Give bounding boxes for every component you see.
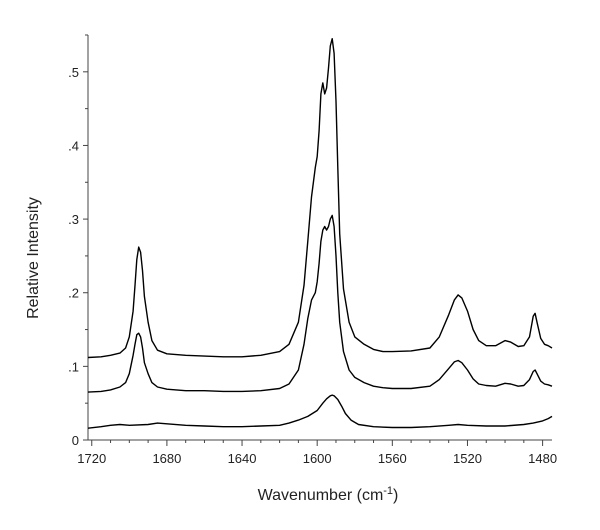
x-tick-label: 1560 (378, 451, 407, 466)
y-tick-label: .2 (68, 286, 79, 301)
spectrum-line-1 (87, 38, 553, 359)
y-tick-label: .3 (68, 212, 79, 227)
series-group (87, 38, 553, 429)
y-tick-label: .5 (68, 65, 79, 80)
spectrum-line-3 (87, 394, 553, 429)
x-axis-title-superscript: -1 (383, 485, 393, 497)
x-tick-label: 1480 (528, 451, 557, 466)
x-axis-title-suffix: ) (393, 487, 398, 504)
x-tick-label: 1680 (152, 451, 181, 466)
spectrum-line-2 (87, 214, 553, 393)
x-axis-title: Wavenumber (cm-1) (258, 485, 399, 504)
y-tick-label: .4 (68, 138, 79, 153)
y-axis-title: Relative Intensity (25, 197, 42, 319)
x-tick-label: 1640 (228, 451, 257, 466)
y-ticks: 0 .1 .2 .3 .4 .5 (68, 34, 88, 448)
axes (87, 35, 552, 441)
x-axis-title-main: Wavenumber (cm (258, 487, 384, 504)
y-tick-label: .1 (68, 359, 79, 374)
x-tick-label: 1520 (453, 451, 482, 466)
y-tick-label: 0 (72, 433, 79, 448)
x-tick-label: 1600 (303, 451, 332, 466)
x-ticks: 1720 1680 1640 1600 1560 1520 1480 (77, 440, 557, 466)
x-tick-label: 1720 (77, 451, 106, 466)
